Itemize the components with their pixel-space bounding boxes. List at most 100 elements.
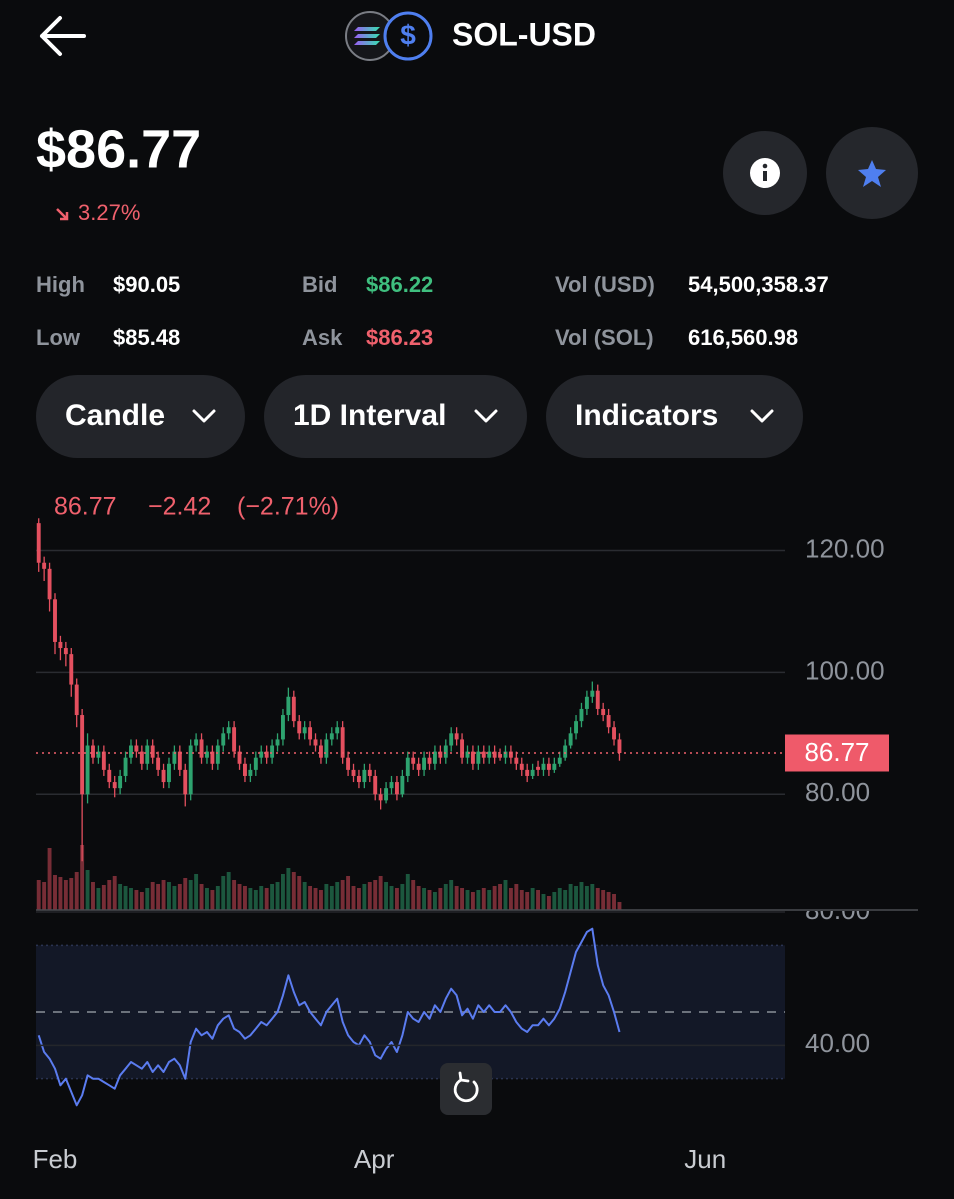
pill-label: Indicators xyxy=(575,399,718,432)
volume-bar xyxy=(308,886,313,910)
volume-bar xyxy=(324,884,329,910)
candle-body xyxy=(253,757,258,770)
candle-body xyxy=(96,751,101,758)
back-button[interactable] xyxy=(40,16,86,56)
candle-body xyxy=(42,562,47,569)
chevron xyxy=(474,409,498,423)
candle-body xyxy=(259,751,264,758)
reset-icon-head xyxy=(458,1071,470,1083)
candle-body xyxy=(215,745,220,764)
candle-body xyxy=(612,727,616,740)
volume-bar xyxy=(584,886,589,910)
volume-bar xyxy=(270,884,275,910)
coin-circle xyxy=(383,11,433,61)
volume-bar xyxy=(145,888,150,910)
candle-body xyxy=(112,782,117,789)
legend-last: 86.77 xyxy=(54,493,117,521)
info-button[interactable] xyxy=(723,131,807,215)
volume-bar xyxy=(156,884,161,910)
price: $86.77 xyxy=(36,119,201,179)
volume-bar xyxy=(335,882,340,910)
volume-bar xyxy=(454,886,459,910)
candle-body xyxy=(221,733,226,746)
candle-body xyxy=(53,599,57,642)
candle-body xyxy=(557,757,562,764)
stat-label: High xyxy=(36,272,85,297)
candle-body xyxy=(286,696,291,716)
volume-bar xyxy=(449,880,454,910)
indicators-dropdown[interactable]: Indicators xyxy=(546,375,803,458)
usd-coin: $ xyxy=(383,11,433,61)
volume-bar xyxy=(508,888,513,910)
volume-bar xyxy=(302,882,307,910)
volume-bar xyxy=(280,874,285,910)
volume-bar xyxy=(351,886,356,910)
chart-type-dropdown[interactable]: Candle xyxy=(36,375,245,458)
volume-bar xyxy=(568,884,573,910)
info-icon-dot xyxy=(762,163,768,169)
candle-body xyxy=(91,745,95,758)
candle-body xyxy=(443,745,448,758)
volume-layer xyxy=(36,845,622,910)
volume-bar xyxy=(123,886,128,910)
volume-bar xyxy=(416,886,421,910)
price-change: 3.27% xyxy=(78,200,140,225)
candle-body xyxy=(530,769,535,776)
y-tick-label: 80.00 xyxy=(805,777,870,807)
candle-body xyxy=(405,757,410,776)
candle-body xyxy=(156,757,161,770)
candle-body xyxy=(47,568,52,600)
stat-value: 616,560.98 xyxy=(688,325,798,350)
candle-body xyxy=(595,690,600,709)
interval-dropdown[interactable]: 1D Interval xyxy=(264,375,527,458)
candle-body xyxy=(362,769,367,783)
volume-bar xyxy=(367,882,372,910)
volume-bar xyxy=(443,884,448,910)
y-tick-label: 40.00 xyxy=(805,1028,870,1058)
volume-bar xyxy=(53,875,57,910)
candle-body xyxy=(167,763,171,783)
candle-body xyxy=(568,733,573,746)
x-tick-label: Apr xyxy=(354,1144,395,1174)
stat-label: Vol (SOL) xyxy=(555,325,654,350)
volume-bar xyxy=(167,882,171,910)
volume-bar xyxy=(264,888,269,910)
candle-body xyxy=(492,751,497,758)
stat-value: $86.23 xyxy=(366,325,433,350)
volume-bar xyxy=(498,884,503,910)
pill-bg xyxy=(546,375,803,458)
volume-bar xyxy=(118,884,123,910)
volume-bar xyxy=(107,880,112,910)
candle-body xyxy=(80,715,85,795)
volume-bar xyxy=(552,892,557,910)
candle-body xyxy=(546,763,551,770)
candle-body xyxy=(449,733,454,746)
candle-body xyxy=(411,757,416,764)
candle-body xyxy=(400,775,405,795)
button-bg xyxy=(440,1063,492,1115)
candle-body xyxy=(194,739,199,746)
volume-bar xyxy=(275,882,280,910)
grid-layer: 80.00 100.00 120.00 xyxy=(36,533,885,807)
volume-bar xyxy=(525,892,530,910)
volume-bar xyxy=(557,888,562,910)
down-arrow-icon xyxy=(56,208,69,221)
volume-bar xyxy=(617,902,622,910)
candle-body xyxy=(270,745,275,758)
candle-body xyxy=(346,757,351,770)
volume-bar xyxy=(541,894,546,910)
candle-body xyxy=(308,727,313,740)
volume-bar xyxy=(226,872,231,910)
volume-bar xyxy=(237,884,242,910)
candle-body xyxy=(85,745,90,795)
candle-body xyxy=(69,654,74,685)
volume-bar xyxy=(194,874,199,910)
candle-body xyxy=(373,775,378,795)
volume-bar xyxy=(172,886,177,910)
watchlist-button[interactable] xyxy=(826,127,918,219)
volume-bar xyxy=(595,888,600,910)
volume-bar xyxy=(612,894,616,910)
volume-bar xyxy=(574,886,578,910)
reset-button[interactable] xyxy=(440,1063,492,1115)
candle-body xyxy=(584,696,589,709)
